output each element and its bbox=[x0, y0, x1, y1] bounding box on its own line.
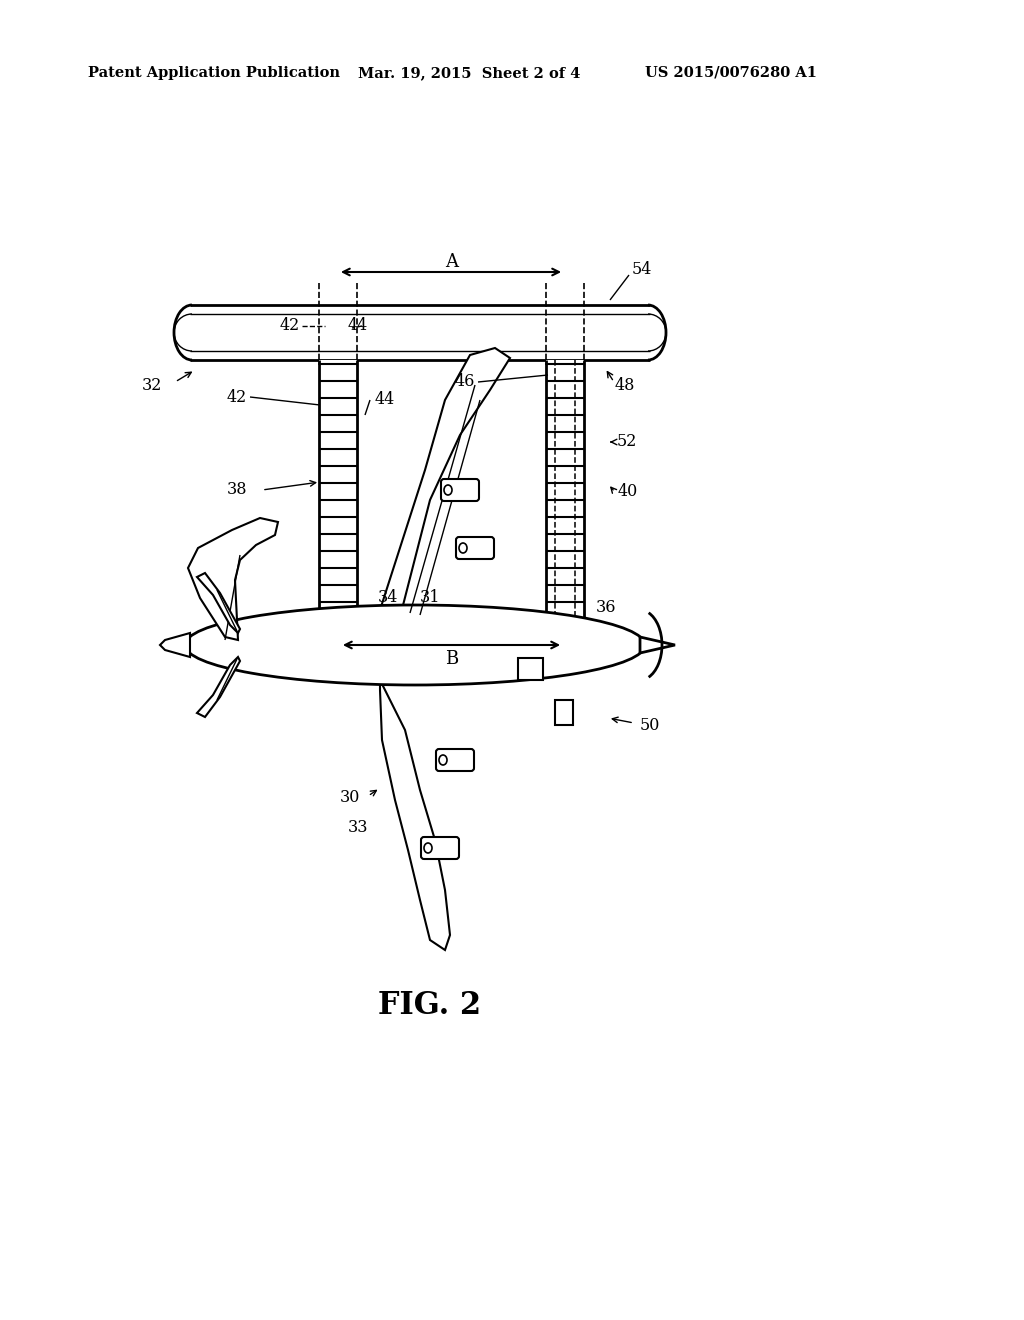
Polygon shape bbox=[319, 360, 357, 645]
Polygon shape bbox=[640, 638, 675, 653]
Bar bbox=[555, 700, 573, 725]
Text: 46: 46 bbox=[455, 374, 475, 391]
Text: 30: 30 bbox=[340, 789, 360, 807]
Ellipse shape bbox=[185, 605, 645, 685]
Polygon shape bbox=[188, 517, 278, 640]
Text: 33: 33 bbox=[347, 820, 368, 837]
Text: FIG. 2: FIG. 2 bbox=[379, 990, 481, 1020]
Text: 44: 44 bbox=[375, 392, 395, 408]
Polygon shape bbox=[160, 634, 190, 657]
Text: 54: 54 bbox=[632, 261, 652, 279]
Text: 42: 42 bbox=[226, 388, 247, 405]
Text: 34: 34 bbox=[378, 590, 398, 606]
Text: 36: 36 bbox=[596, 599, 616, 616]
Polygon shape bbox=[380, 680, 450, 950]
Text: 38: 38 bbox=[226, 482, 247, 499]
Ellipse shape bbox=[444, 484, 452, 495]
Text: A: A bbox=[445, 253, 458, 271]
Text: 42: 42 bbox=[280, 318, 300, 334]
FancyBboxPatch shape bbox=[421, 837, 459, 859]
Ellipse shape bbox=[459, 543, 467, 553]
FancyBboxPatch shape bbox=[456, 537, 494, 558]
Bar bbox=[518, 657, 543, 680]
Text: 48: 48 bbox=[615, 376, 635, 393]
FancyBboxPatch shape bbox=[441, 479, 479, 502]
Text: US 2015/0076280 A1: US 2015/0076280 A1 bbox=[645, 66, 817, 81]
Polygon shape bbox=[197, 657, 240, 717]
Polygon shape bbox=[546, 360, 584, 645]
Text: 52: 52 bbox=[617, 433, 637, 450]
Text: 32: 32 bbox=[141, 376, 162, 393]
Text: Mar. 19, 2015  Sheet 2 of 4: Mar. 19, 2015 Sheet 2 of 4 bbox=[358, 66, 581, 81]
Ellipse shape bbox=[439, 755, 447, 766]
Polygon shape bbox=[380, 348, 510, 616]
Polygon shape bbox=[197, 573, 240, 634]
FancyBboxPatch shape bbox=[436, 748, 474, 771]
Ellipse shape bbox=[424, 843, 432, 853]
Text: Patent Application Publication: Patent Application Publication bbox=[88, 66, 340, 81]
Text: 44: 44 bbox=[348, 318, 369, 334]
Text: B: B bbox=[444, 649, 458, 668]
Text: 50: 50 bbox=[640, 717, 660, 734]
Text: 31: 31 bbox=[420, 590, 440, 606]
Polygon shape bbox=[190, 305, 650, 360]
Text: 40: 40 bbox=[618, 483, 638, 500]
